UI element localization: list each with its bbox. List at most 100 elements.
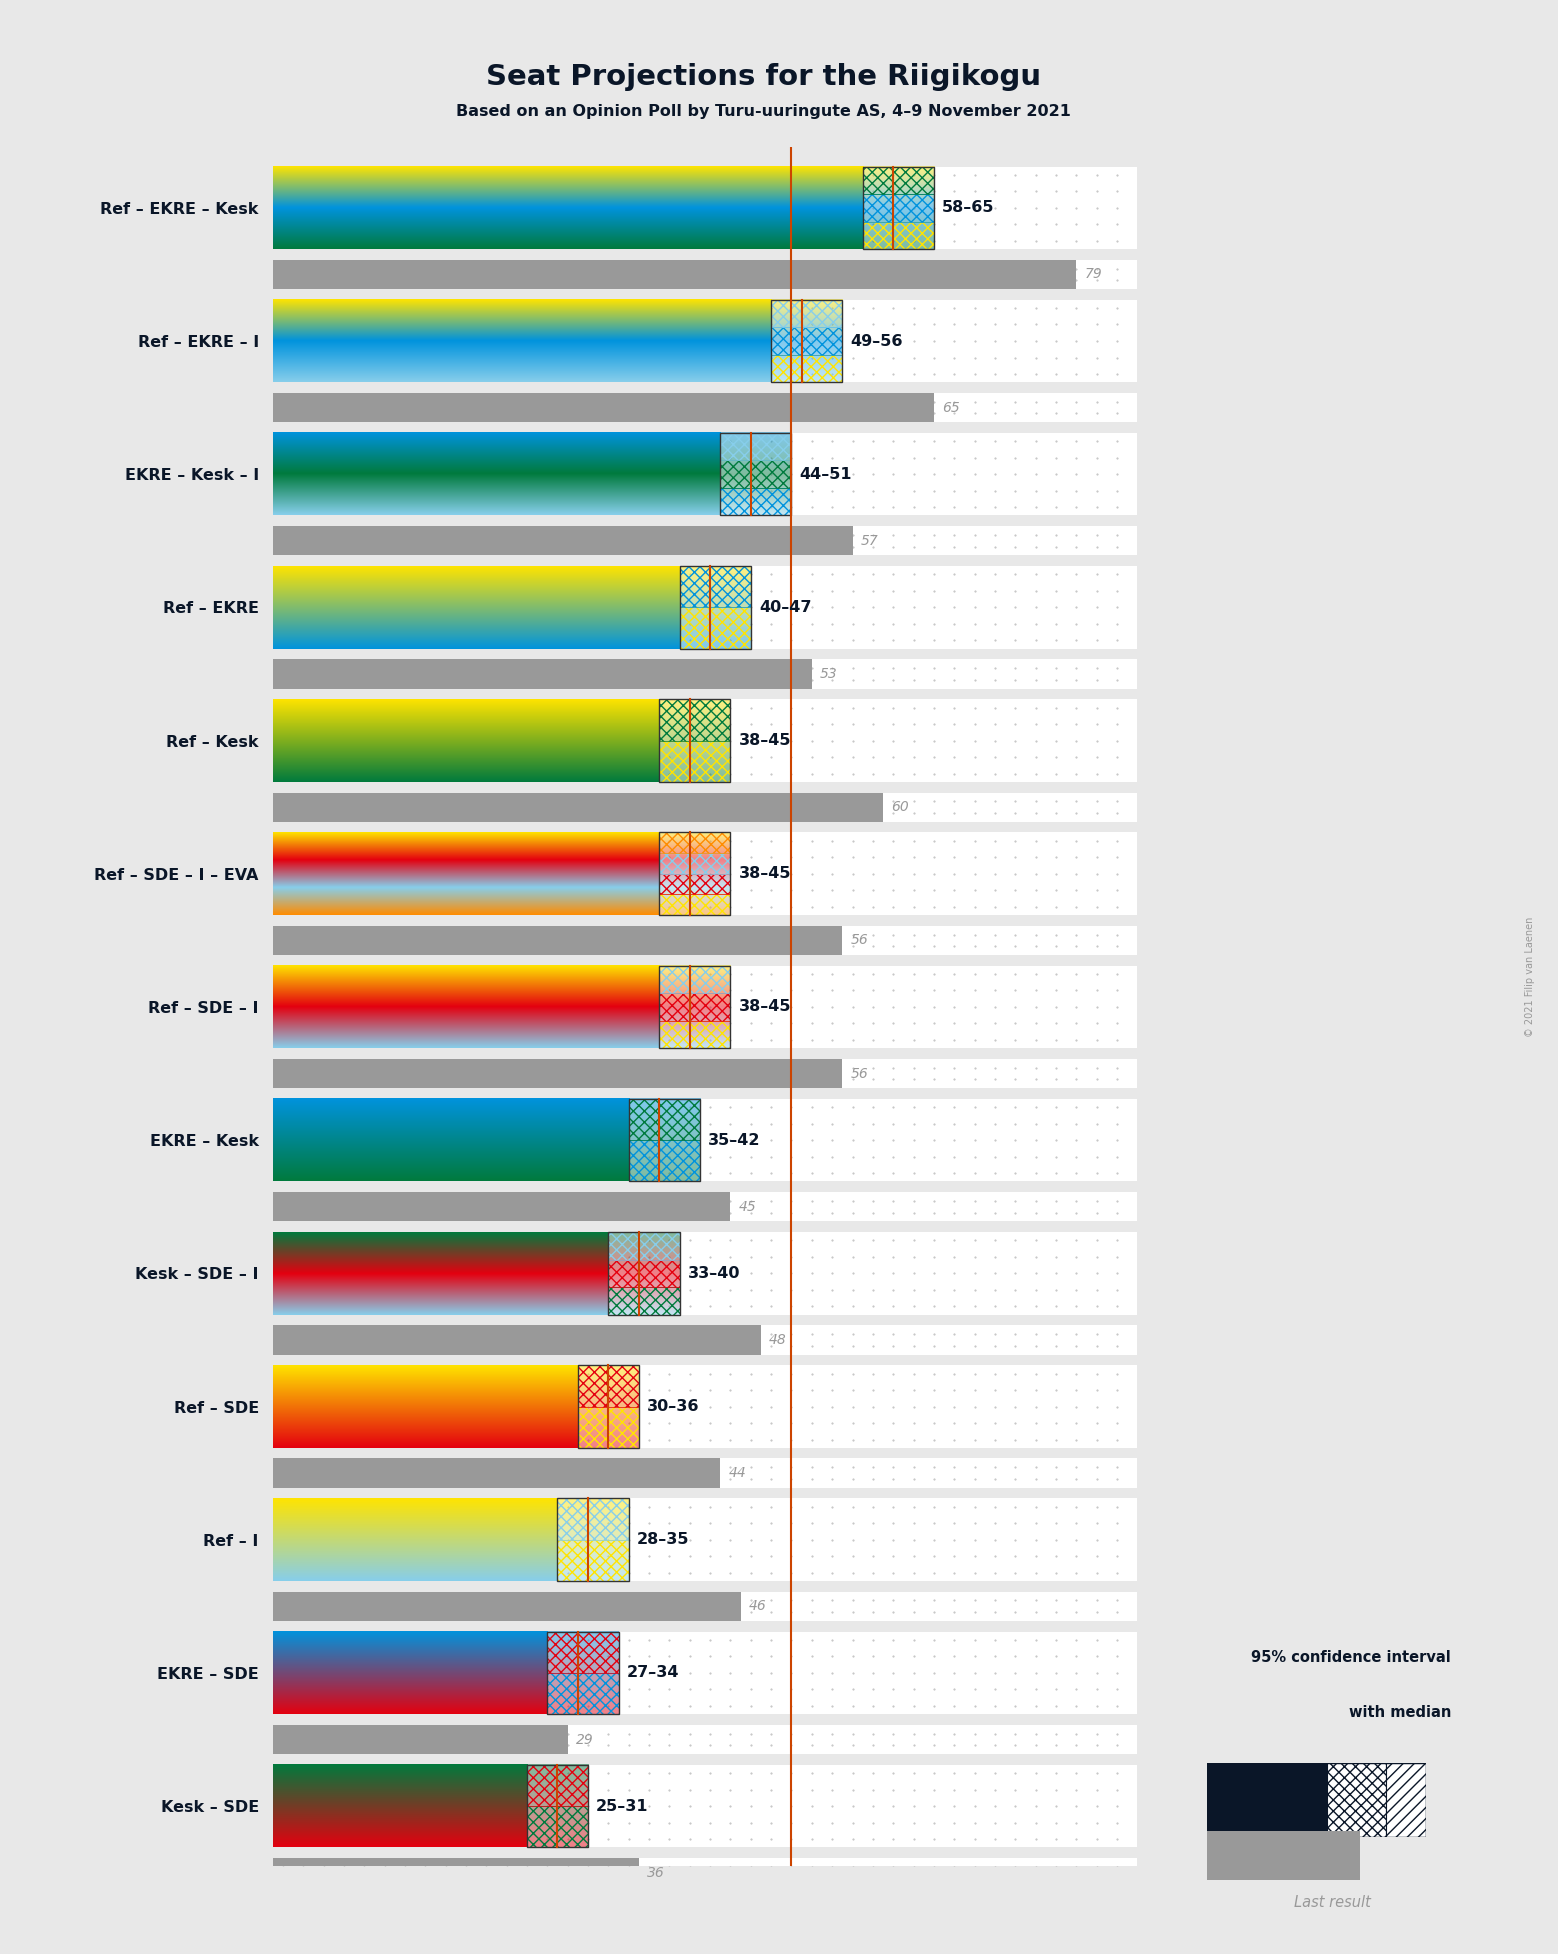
Bar [659, 832, 731, 854]
Text: 27–34: 27–34 [626, 1665, 679, 1680]
Bar [629, 1141, 700, 1182]
Bar [273, 1593, 1137, 1622]
Text: 46: 46 [749, 1598, 767, 1614]
Bar [558, 1499, 629, 1581]
Text: © 2021 Filip van Laenen: © 2021 Filip van Laenen [1525, 916, 1535, 1038]
Text: 56: 56 [851, 934, 868, 948]
Text: 40–47: 40–47 [759, 600, 812, 616]
Bar [863, 193, 933, 221]
Bar [273, 1458, 1137, 1487]
Bar [659, 1020, 731, 1047]
Bar [273, 1059, 843, 1088]
Text: 38–45: 38–45 [738, 1000, 791, 1014]
Bar [273, 926, 843, 956]
Bar [771, 356, 843, 383]
Text: 95% confidence interval: 95% confidence interval [1251, 1649, 1450, 1665]
Text: 38–45: 38–45 [738, 866, 791, 881]
Bar [273, 658, 812, 688]
Bar [659, 854, 731, 873]
Text: 28–35: 28–35 [637, 1532, 689, 1548]
Text: 38–45: 38–45 [738, 733, 791, 748]
Bar [273, 1725, 567, 1755]
Text: 53: 53 [820, 666, 838, 682]
Bar [273, 832, 1137, 914]
Bar [273, 658, 1137, 688]
Text: Last result: Last result [1293, 1895, 1371, 1911]
Bar [273, 926, 1137, 956]
Bar [578, 1366, 639, 1448]
Bar [863, 166, 933, 248]
Bar [547, 1673, 619, 1714]
Bar [659, 895, 731, 914]
Bar [273, 393, 933, 422]
Bar [720, 434, 791, 516]
Bar [273, 1632, 1137, 1714]
Bar [629, 1098, 700, 1182]
Text: 30–36: 30–36 [647, 1399, 700, 1415]
Text: 60: 60 [891, 801, 908, 815]
Text: 57: 57 [860, 533, 879, 547]
Bar [273, 1366, 1137, 1448]
Bar [679, 567, 751, 608]
Text: 44: 44 [729, 1466, 746, 1479]
Bar [679, 608, 751, 649]
Bar [273, 1098, 1137, 1182]
Bar [608, 1233, 679, 1315]
Bar [578, 1366, 639, 1407]
Bar [273, 526, 1137, 555]
Text: 56: 56 [851, 1067, 868, 1081]
Bar [273, 1764, 1137, 1847]
Bar [608, 1233, 679, 1260]
Bar [659, 965, 731, 993]
Text: Seat Projections for the Riigikogu: Seat Projections for the Riigikogu [486, 63, 1041, 90]
Bar [273, 1593, 740, 1622]
Bar [659, 965, 731, 1047]
Text: 35–42: 35–42 [707, 1133, 760, 1147]
Bar [659, 993, 731, 1020]
Bar [527, 1764, 587, 1847]
Bar [273, 965, 1137, 1047]
Bar [720, 488, 791, 516]
Bar [558, 1499, 629, 1540]
Text: 44–51: 44–51 [799, 467, 852, 483]
Bar [558, 1540, 629, 1581]
Bar [273, 793, 1137, 823]
Bar [273, 1858, 1137, 1888]
Bar [273, 1233, 1137, 1315]
Bar [679, 567, 751, 649]
Bar [771, 299, 843, 326]
Bar [578, 1407, 639, 1448]
Bar [527, 1805, 587, 1847]
Bar [659, 873, 731, 895]
Bar [659, 700, 731, 782]
Bar [273, 393, 1137, 422]
Bar [659, 832, 731, 914]
Bar [527, 1764, 587, 1805]
Text: 36: 36 [647, 1866, 665, 1880]
Bar [547, 1632, 619, 1673]
Bar [273, 700, 1137, 782]
Bar [659, 741, 731, 782]
Bar [273, 1325, 1137, 1354]
Text: with median: with median [1349, 1706, 1450, 1720]
Bar [863, 166, 933, 193]
Bar [1327, 1763, 1387, 1837]
Bar [720, 461, 791, 488]
Bar [273, 260, 1137, 289]
Text: 58–65: 58–65 [943, 201, 994, 215]
Text: 65: 65 [943, 401, 960, 414]
Bar [273, 1458, 720, 1487]
Bar [720, 434, 791, 461]
Text: 79: 79 [1084, 268, 1102, 281]
Bar [1387, 1763, 1426, 1837]
Bar [273, 567, 1137, 649]
Bar [771, 326, 843, 356]
Bar [273, 793, 883, 823]
Bar [608, 1260, 679, 1288]
Bar [273, 299, 1137, 383]
Bar [273, 260, 1077, 289]
Bar [863, 221, 933, 248]
Bar [629, 1098, 700, 1141]
Bar [273, 1192, 1137, 1221]
Text: 45: 45 [738, 1200, 756, 1213]
